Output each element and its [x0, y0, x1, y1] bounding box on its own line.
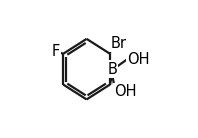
Text: F: F — [51, 44, 60, 59]
Text: OH: OH — [128, 52, 150, 67]
Text: OH: OH — [114, 84, 137, 99]
Text: B: B — [107, 62, 117, 77]
Text: Br: Br — [110, 36, 127, 51]
